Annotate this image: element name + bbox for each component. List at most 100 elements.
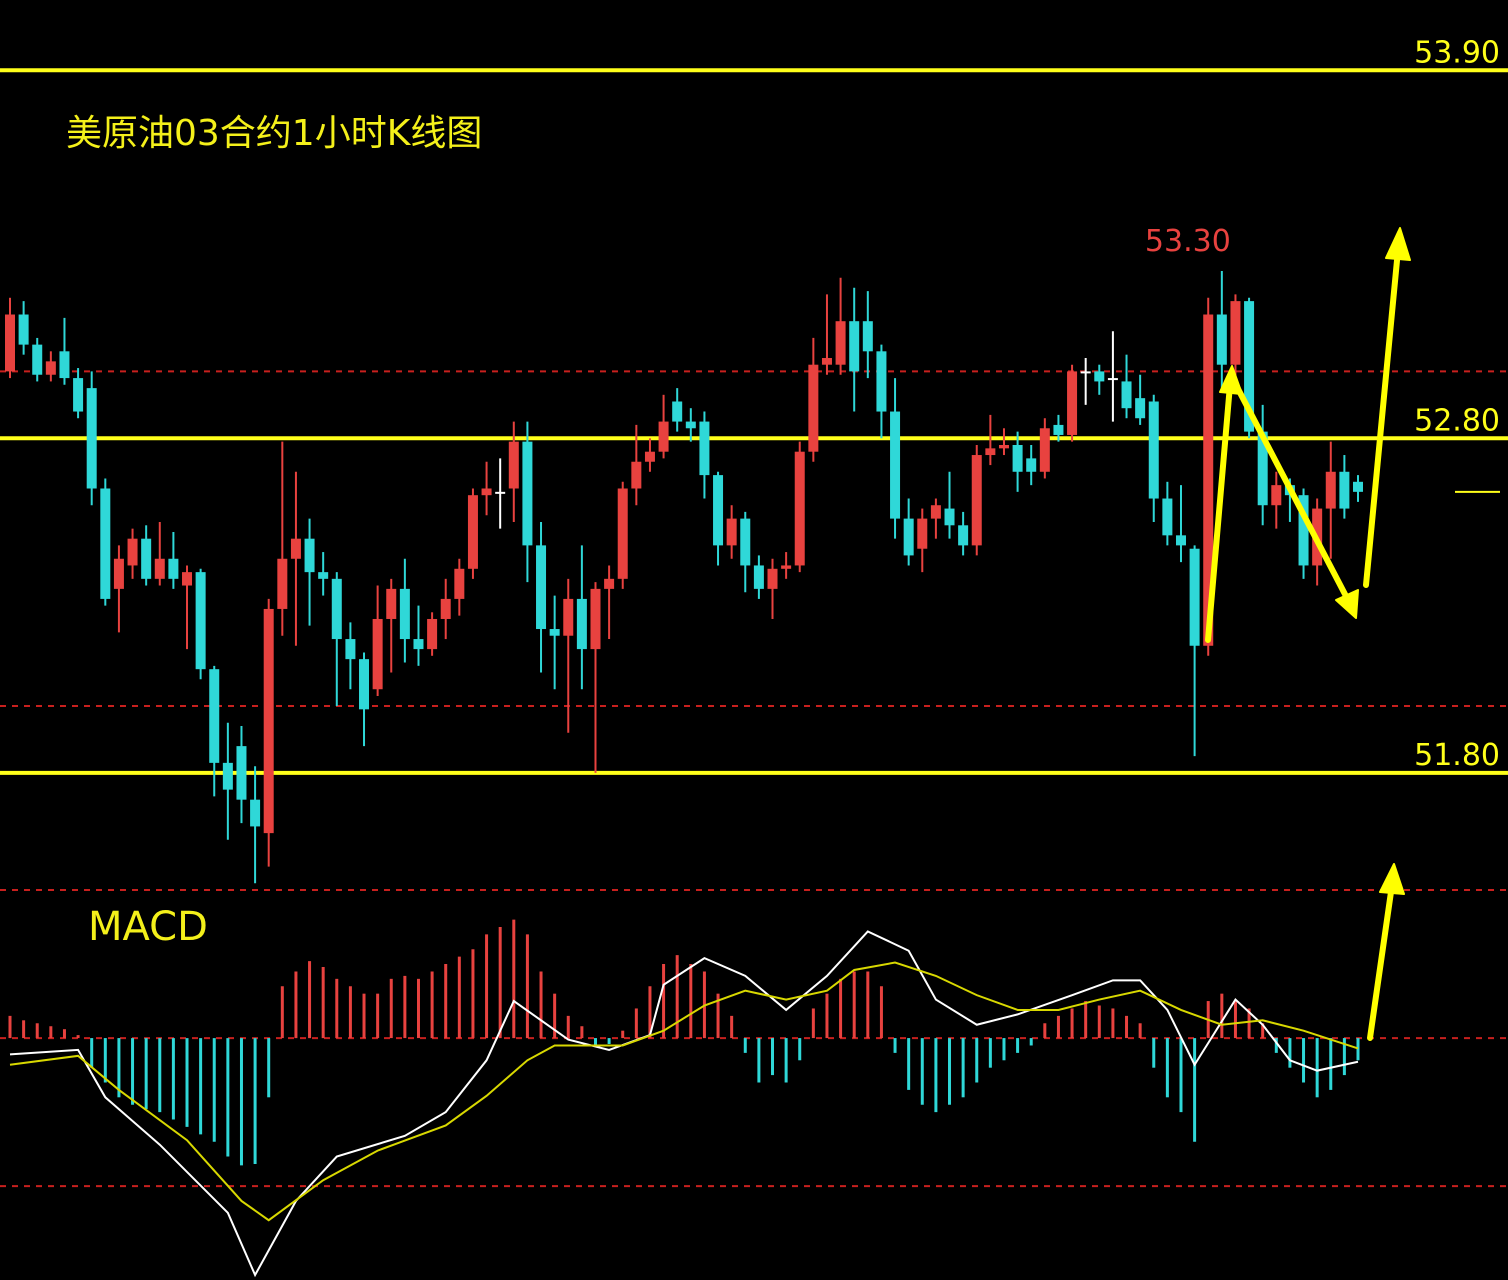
candle-body	[1189, 548, 1200, 646]
level-label: 53.90	[1414, 35, 1500, 70]
candle-body	[1325, 471, 1336, 509]
candle-body	[658, 421, 669, 452]
chart-title: 美原油03合约1小时K线图	[66, 113, 482, 154]
candle-body	[1339, 471, 1350, 509]
candle-body	[168, 558, 179, 579]
macd-label: MACD	[88, 904, 208, 950]
candle-body	[1175, 535, 1186, 546]
candle-body	[359, 659, 370, 710]
candle-body	[222, 762, 233, 790]
level-label: 52.80	[1414, 403, 1500, 438]
candle-body	[427, 618, 438, 650]
candle-body	[59, 351, 70, 379]
candle-body	[1121, 381, 1132, 409]
candle-body	[386, 588, 397, 619]
candle-body	[372, 618, 383, 690]
candle-body	[141, 538, 152, 579]
arrows	[1205, 227, 1411, 1041]
candle-body	[1080, 371, 1091, 374]
candle-body	[644, 451, 655, 462]
candle-body	[876, 351, 887, 412]
candle-body	[835, 321, 846, 365]
candle-body	[781, 565, 792, 569]
candle-body	[930, 505, 941, 519]
candle-body	[331, 578, 342, 640]
candle-body	[672, 401, 683, 422]
candle-body	[958, 525, 969, 546]
candle-body	[440, 598, 451, 619]
candle-body	[1053, 424, 1064, 435]
arrow	[1233, 382, 1351, 603]
candle-body	[821, 358, 832, 365]
candle-body	[1244, 301, 1255, 432]
high-label: 53.30	[1145, 224, 1231, 259]
candle-body	[304, 538, 315, 573]
candle-body	[699, 421, 710, 476]
candle-body	[508, 441, 519, 489]
candle-body	[713, 475, 724, 546]
candle-body	[195, 572, 206, 670]
candle-body	[495, 491, 506, 494]
candle-body	[413, 639, 424, 650]
candle-body	[5, 314, 15, 372]
candle-body	[1298, 495, 1309, 566]
candle-body	[209, 669, 220, 763]
candle-body	[454, 568, 465, 599]
candle-body	[1230, 301, 1241, 365]
arrow	[1367, 882, 1395, 1041]
candle-body	[617, 488, 628, 579]
candle-body	[944, 508, 955, 526]
candle-body	[862, 321, 873, 352]
candle-body	[1039, 428, 1050, 472]
candle-body	[481, 488, 492, 496]
candle-body	[808, 364, 819, 452]
candle-body	[522, 441, 533, 546]
candle-body	[127, 538, 138, 566]
candle-body	[1203, 314, 1214, 646]
candle-body	[1107, 378, 1118, 381]
candle-body	[73, 378, 84, 412]
candle-body	[740, 518, 751, 566]
candle-body	[685, 421, 696, 429]
candle-body	[549, 629, 560, 636]
macd-line	[9, 961, 1359, 1222]
candle-body	[345, 639, 356, 660]
candle-body	[849, 321, 860, 372]
candle-body	[767, 568, 778, 589]
candle-body	[590, 588, 601, 650]
candle-body	[631, 461, 642, 489]
candle-body	[1216, 314, 1227, 365]
candle-body	[794, 451, 805, 566]
level-label: 51.80	[1414, 738, 1500, 773]
candle-body	[277, 558, 288, 609]
candle-body	[903, 518, 914, 556]
candle-body	[1135, 398, 1146, 419]
candle-body	[1094, 371, 1105, 382]
candle-body	[1353, 481, 1363, 492]
arrow	[1205, 382, 1233, 643]
candle-body	[18, 314, 29, 345]
candle-body	[32, 344, 43, 375]
candle-body	[100, 488, 111, 599]
candle-body	[890, 411, 901, 519]
candle-body	[399, 588, 410, 640]
candle-body	[467, 495, 478, 569]
candle-body	[1162, 498, 1173, 536]
candle-body	[318, 572, 329, 579]
candle-body	[604, 578, 615, 589]
candle-body	[563, 598, 574, 636]
candle-body	[263, 608, 274, 834]
candle-body	[998, 445, 1009, 449]
candle-body	[753, 565, 764, 589]
candle-body	[1148, 401, 1159, 499]
marks	[0, 68, 1508, 1278]
candle-body	[536, 545, 547, 630]
candle-body	[45, 361, 56, 375]
candle-body	[86, 388, 97, 489]
candle-body	[1026, 458, 1037, 472]
candle-body	[1271, 485, 1282, 506]
arrow	[1363, 247, 1401, 588]
candle-body	[113, 558, 124, 589]
